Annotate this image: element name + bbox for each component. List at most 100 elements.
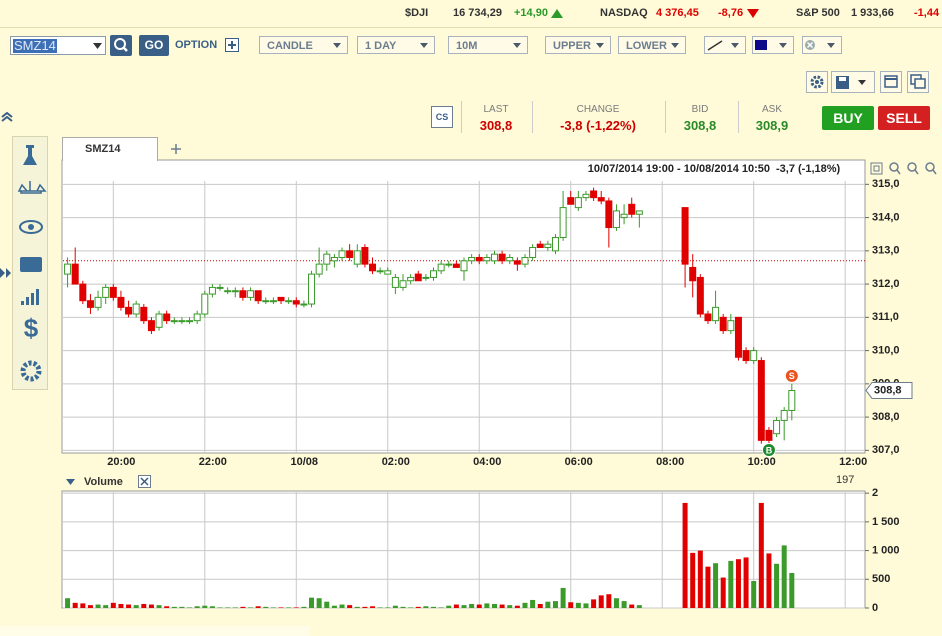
volume-bar	[377, 607, 383, 608]
candle-body	[79, 283, 87, 302]
volume-bar	[179, 606, 185, 608]
x-tick-label: 10:00	[748, 456, 776, 468]
volume-bar	[65, 598, 71, 608]
line-tool-dropdown[interactable]	[704, 36, 746, 54]
search-button[interactable]	[110, 35, 132, 56]
go-button[interactable]: GO	[139, 35, 169, 56]
ticker-change: +14,90	[514, 7, 548, 19]
sell-button[interactable]: SELL	[878, 106, 930, 130]
volume-bar	[278, 607, 284, 608]
volume-bar	[80, 603, 86, 608]
close-volume[interactable]	[138, 475, 151, 488]
volume-bar	[423, 606, 429, 608]
volume-bar	[591, 599, 597, 608]
collapse[interactable]	[66, 479, 75, 485]
interval-dropdown[interactable]: 10M	[448, 36, 528, 54]
candle-body	[239, 290, 247, 298]
volume-bar	[705, 566, 711, 608]
scale-icon[interactable]	[17, 181, 47, 194]
candle-body	[681, 207, 689, 265]
candle-body	[628, 203, 636, 215]
volume-bar	[514, 605, 520, 608]
collapse-arrow[interactable]	[1, 112, 13, 122]
candle-body	[399, 280, 407, 288]
symbol-text: SMZ14	[13, 38, 57, 53]
candle-body	[308, 273, 316, 305]
candle-body	[757, 360, 765, 441]
volume-bar	[270, 607, 276, 608]
volume-bar	[598, 595, 604, 608]
cs-icon[interactable]: CS	[431, 106, 453, 128]
zoom-tools[interactable]	[869, 161, 941, 177]
option-label[interactable]: OPTION	[175, 39, 218, 51]
ticker-change: -1,44	[914, 7, 940, 19]
dollar-icon[interactable]: $	[24, 313, 39, 343]
up-arrow	[551, 9, 563, 18]
buy-button[interactable]: BUY	[822, 106, 874, 130]
y-tick-label: 310,0	[872, 344, 900, 356]
volume-bar	[118, 603, 124, 608]
lab-icon[interactable]	[23, 145, 37, 165]
expand-arrow[interactable]	[0, 267, 12, 279]
ticker-value: 4 376,45	[656, 7, 699, 19]
settings-icon[interactable]	[806, 71, 828, 93]
volume-bar	[781, 545, 787, 608]
ticker-symbol: $DJI	[405, 7, 429, 19]
last-value: 308,8	[479, 118, 513, 133]
line-icon	[707, 40, 723, 51]
candle-body	[132, 303, 140, 315]
volume-bar	[408, 607, 414, 608]
price-pane	[61, 159, 866, 454]
candle-body	[727, 320, 735, 332]
popout-icon[interactable]	[907, 71, 929, 93]
add-tab[interactable]	[170, 143, 182, 155]
candle-body	[536, 243, 544, 249]
upper-dropdown[interactable]: UPPER	[545, 36, 611, 54]
disk	[836, 76, 866, 89]
eye-pupil	[28, 224, 34, 230]
y-tick-label: 312,0	[872, 278, 900, 290]
y-tick-label: 308,0	[872, 411, 900, 423]
save-icon[interactable]	[831, 71, 875, 93]
volume-bar	[774, 563, 780, 608]
footer-strip	[0, 626, 310, 636]
y-tick-label: 1 000	[872, 544, 900, 556]
color-swatch	[755, 40, 767, 50]
volume-bar	[583, 603, 589, 608]
chart-tab[interactable]: SMZ14	[62, 137, 158, 161]
volume-bar	[499, 604, 505, 608]
sidebar: $	[12, 136, 48, 390]
ticker-change: -8,76	[718, 7, 744, 19]
candle-body	[590, 190, 598, 199]
windows	[910, 74, 926, 89]
gear	[810, 75, 824, 89]
candle-body	[262, 300, 270, 303]
eye-icon[interactable]	[19, 220, 43, 234]
volume-bar	[324, 601, 330, 608]
option-plus[interactable]	[225, 38, 239, 52]
gear-icon[interactable]	[20, 360, 42, 382]
candle-body	[696, 276, 704, 315]
x-tick-label: 04:00	[473, 456, 501, 468]
volume-bar	[95, 604, 101, 608]
color-dropdown[interactable]	[752, 36, 794, 54]
x-tick-label: 20:00	[107, 456, 135, 468]
window-icon[interactable]	[880, 71, 902, 93]
trade-marker-label: S	[789, 371, 795, 381]
period-dropdown[interactable]: 1 DAY	[357, 36, 435, 54]
candle-body	[277, 296, 285, 302]
delete-dropdown[interactable]	[802, 36, 842, 54]
volume-bar	[560, 587, 566, 608]
down-arrow	[747, 9, 759, 18]
candle-body	[163, 313, 171, 322]
bars-icon[interactable]	[21, 289, 39, 305]
candle-body	[605, 200, 613, 229]
volume-title: Volume	[84, 476, 123, 488]
case-icon[interactable]	[20, 257, 42, 272]
candle-body	[506, 256, 514, 262]
candle-body	[94, 296, 102, 308]
candle-body	[559, 207, 567, 239]
symbol-input[interactable]: SMZ14	[10, 36, 106, 55]
lower-dropdown[interactable]: LOWER	[618, 36, 686, 54]
chart-type-dropdown[interactable]: CANDLE	[259, 36, 348, 54]
